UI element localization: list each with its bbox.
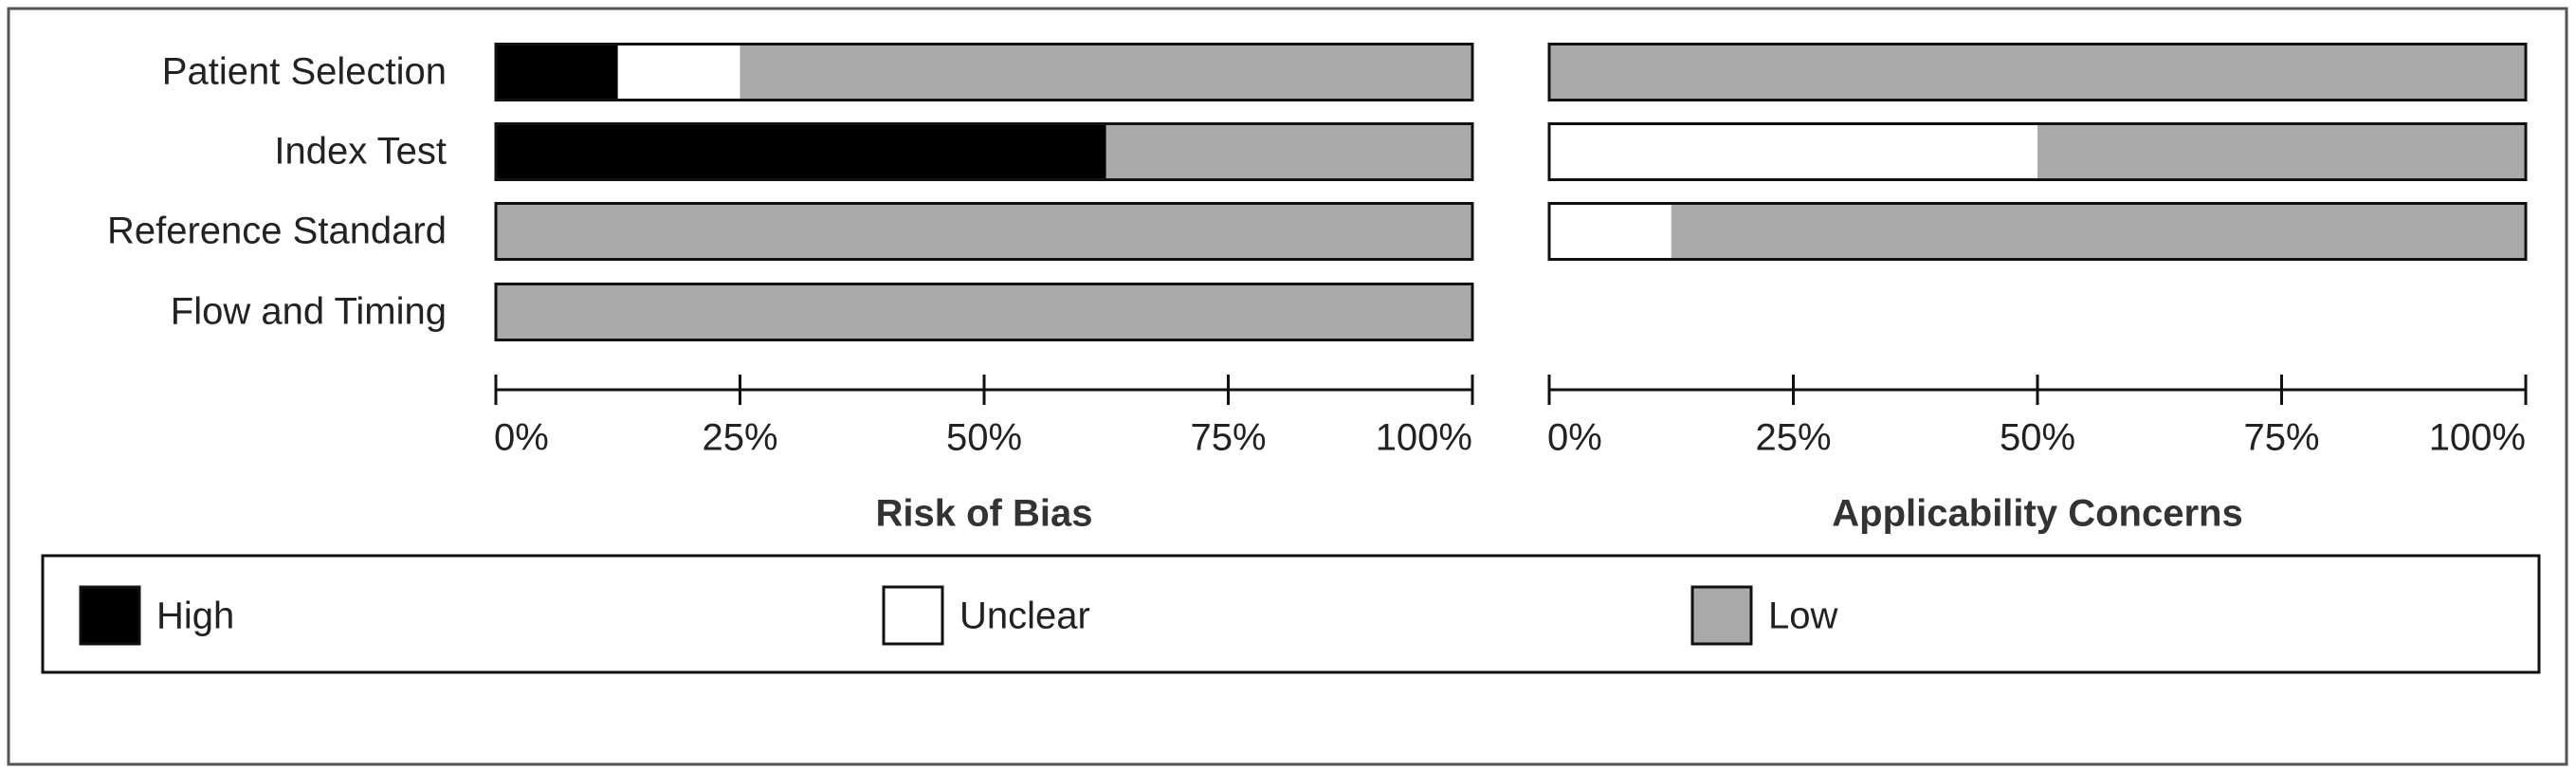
bar-segment — [617, 44, 740, 101]
x-tick-label: 50% — [2000, 417, 2075, 459]
category-label: Patient Selection — [162, 51, 447, 93]
x-tick-label: 50% — [946, 417, 1022, 459]
x-axis-title: Applicability Concerns — [1832, 493, 2242, 535]
legend-swatch — [882, 585, 944, 646]
bar-segment — [1549, 203, 1672, 260]
bar-segment — [496, 284, 1472, 340]
x-tick-label: 25% — [702, 417, 777, 459]
bar-segment — [1549, 123, 2037, 180]
bar-outline — [1547, 43, 2528, 101]
legend-swatch — [79, 585, 141, 646]
bar-segment — [496, 123, 1106, 180]
bar-segment — [496, 203, 1472, 260]
x-tick-label: 75% — [1190, 417, 1266, 459]
bar-outline — [494, 122, 1474, 181]
x-tick-label: 100% — [2429, 417, 2526, 459]
bar-outline — [494, 283, 1474, 341]
bar-segment — [2037, 123, 2526, 180]
x-tick-label: 100% — [1376, 417, 1472, 459]
x-tick-label: 75% — [2243, 417, 2319, 459]
x-tick-label: 0% — [494, 417, 549, 459]
bar-segment — [1549, 44, 2526, 101]
legend-label: Unclear — [959, 596, 1090, 637]
bar-outline — [1547, 122, 2528, 181]
bar-segment — [1671, 203, 2526, 260]
legend-swatch — [1690, 585, 1753, 646]
legend-label: Low — [1768, 596, 1837, 637]
bar-segment — [740, 44, 1472, 101]
x-axis-title: Risk of Bias — [876, 493, 1093, 535]
bar-outline — [494, 202, 1474, 261]
x-tick-label: 0% — [1547, 417, 1602, 459]
x-tick-label: 25% — [1755, 417, 1831, 459]
bar-segment — [1105, 123, 1472, 180]
bar-outline — [1547, 202, 2528, 261]
legend-box — [41, 554, 2541, 674]
legend-label: High — [156, 596, 234, 637]
bar-segment — [496, 44, 618, 101]
bar-outline — [494, 43, 1474, 101]
category-label: Reference Standard — [107, 211, 447, 252]
category-label: Index Test — [274, 131, 447, 173]
category-label: Flow and Timing — [171, 291, 447, 333]
